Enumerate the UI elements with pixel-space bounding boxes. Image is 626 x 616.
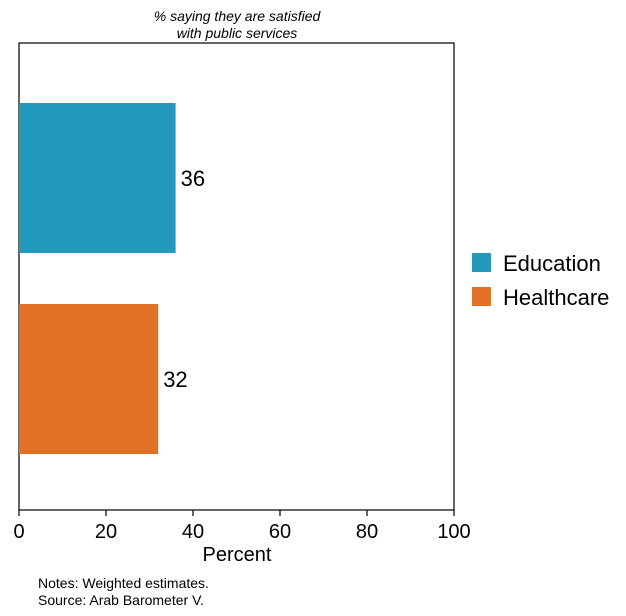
x-tick-label-60: 60 <box>269 521 291 543</box>
legend: Education Healthcare <box>472 251 609 310</box>
legend-label-education: Education <box>503 251 601 276</box>
data-label-education: 36 <box>181 166 205 191</box>
plot-frame <box>18 42 455 511</box>
chart-title-line-1: % saying they are satisfied <box>154 8 322 24</box>
chart-title-line-2: with public services <box>177 25 298 41</box>
x-tick-label-20: 20 <box>95 521 117 543</box>
x-tick-label-0: 0 <box>13 521 24 543</box>
x-tick-label-40: 40 <box>182 521 204 543</box>
bar-healthcare <box>19 304 159 454</box>
bars-layer: 36 32 <box>19 103 205 454</box>
source-text: Source: Arab Barometer V. <box>38 592 204 608</box>
legend-swatch-education <box>472 253 491 272</box>
data-label-healthcare: 32 <box>163 367 187 392</box>
notes-text: Notes: Weighted estimates. <box>38 575 209 591</box>
bar-education <box>19 103 176 253</box>
legend-swatch-healthcare <box>472 287 491 306</box>
x-tick-label-80: 80 <box>356 521 378 543</box>
x-axis-title: Percent <box>203 544 272 566</box>
legend-label-healthcare: Healthcare <box>503 285 609 310</box>
x-axis-ticks: 0 20 40 60 80 100 <box>13 510 471 543</box>
x-tick-label-100: 100 <box>437 521 470 543</box>
